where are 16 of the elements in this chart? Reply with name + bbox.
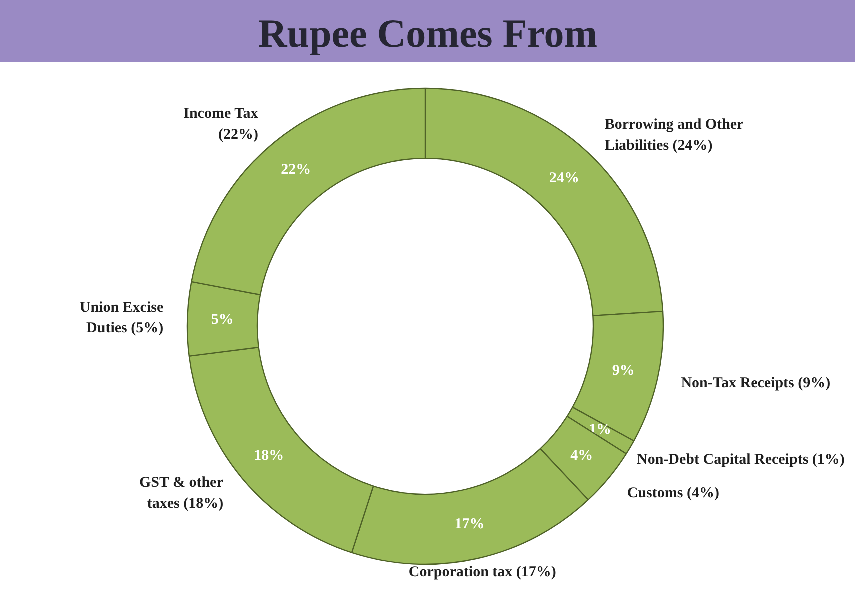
slice-label: Union Excise Duties (5%) (80, 300, 164, 337)
slice-label: Non-Debt Capital Receipts (1%) (637, 452, 845, 468)
data-label: 24% (549, 170, 580, 187)
data-label: 5% (211, 312, 234, 328)
data-label: 18% (254, 448, 284, 464)
slice-label: Customs (4%) (627, 486, 720, 502)
slice-label: Income Tax (22%) (184, 106, 259, 144)
slice-label: Corporation tax (17%) (408, 564, 556, 580)
slice-label: GST & other taxes (18%) (139, 475, 224, 512)
data-label: 9% (612, 362, 635, 379)
data-label: 17% (454, 516, 485, 533)
slice-label: Borrowing and Other Liabilities (24%) (604, 117, 744, 154)
data-label: 22% (281, 162, 312, 178)
slice-label: Non-Tax Receipts (9%) (681, 376, 831, 392)
data-label: 4% (570, 448, 594, 464)
chart-title: Rupee Comes From (258, 11, 598, 56)
